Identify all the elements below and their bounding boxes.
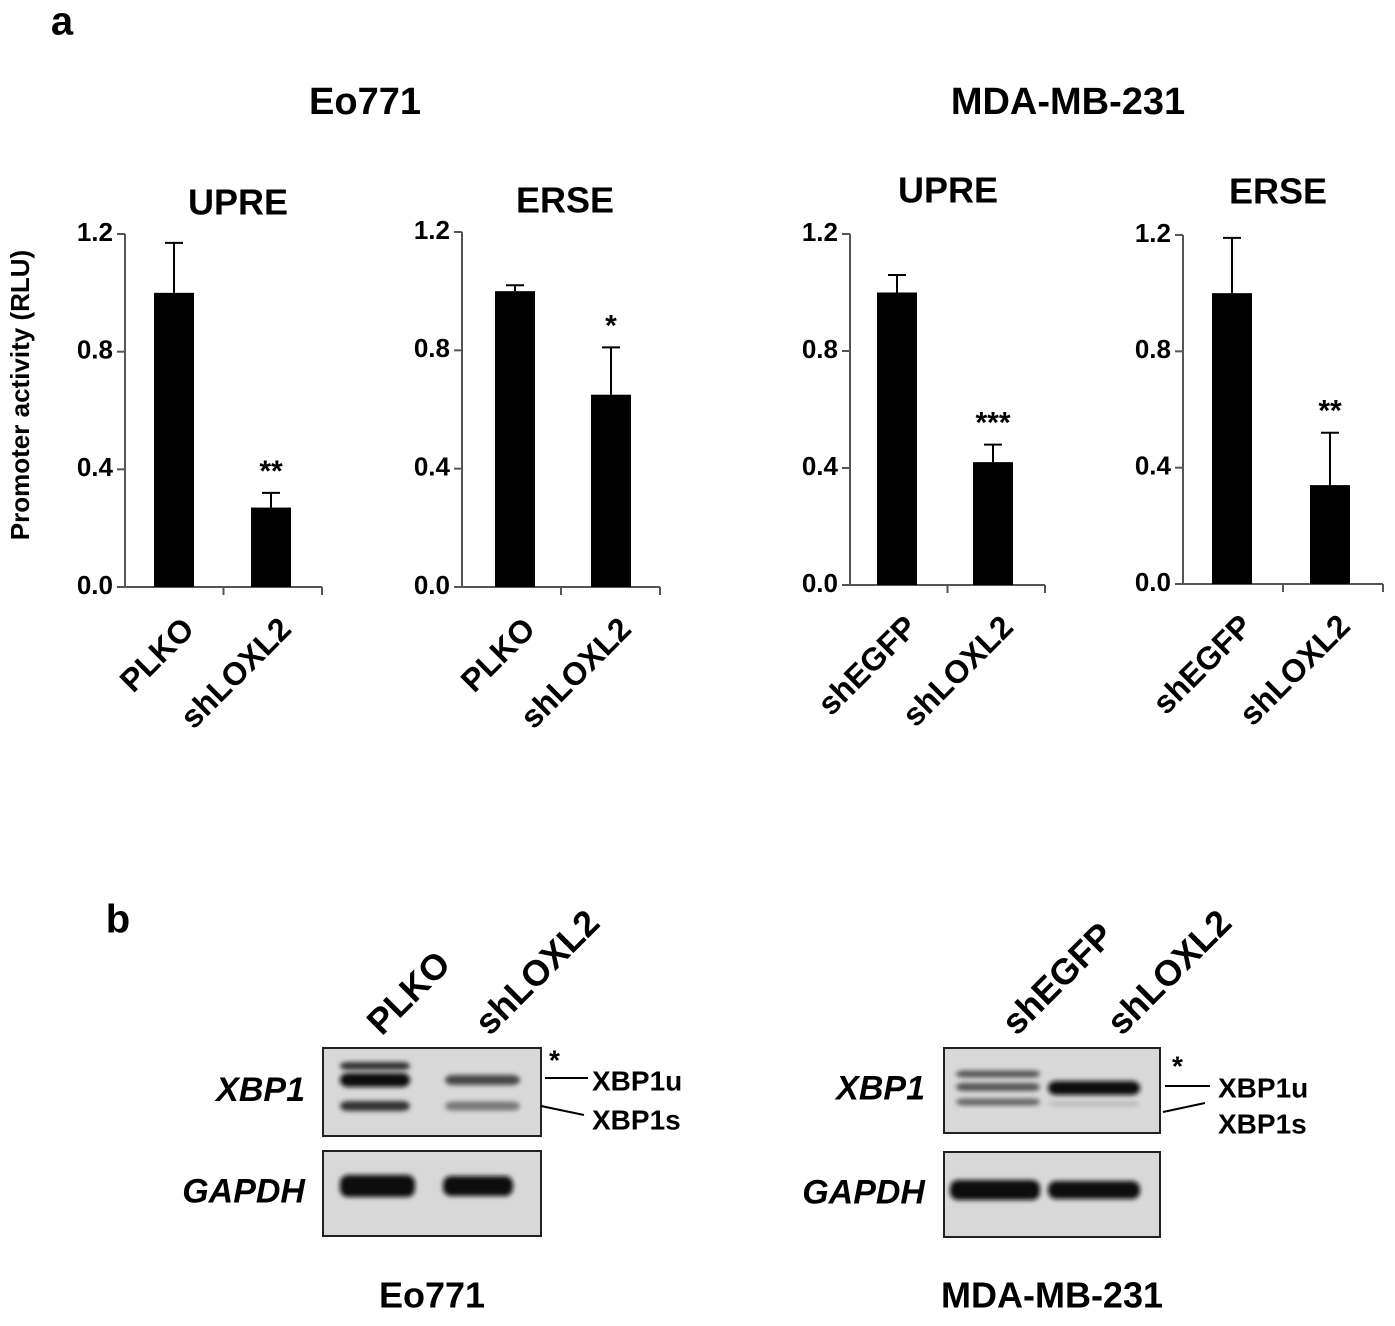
gene-label: GAPDH — [802, 1173, 926, 1211]
cell-line-label: Eo771 — [379, 1275, 485, 1316]
bar — [591, 394, 631, 587]
group-title: Eo771 — [309, 81, 421, 123]
y-tick-label: 0.8 — [414, 333, 450, 363]
chart-title: ERSE — [516, 180, 614, 221]
significance-marker: *** — [975, 407, 1010, 440]
gel-band — [1048, 1101, 1140, 1107]
gene-label: XBP1 — [834, 1069, 925, 1107]
panel-label: b — [106, 898, 130, 942]
significance-marker: * — [605, 309, 617, 342]
y-tick-label: 0.0 — [1135, 567, 1171, 597]
band-marker: * — [549, 1044, 560, 1075]
gel-band — [443, 1176, 513, 1196]
y-tick-label: 0.8 — [77, 335, 113, 365]
y-tick-label: 0.0 — [802, 568, 838, 598]
band-label: XBP1s — [592, 1104, 681, 1135]
x-tick-label: PLKO — [113, 610, 201, 698]
chart-title: UPRE — [188, 182, 288, 223]
lane-label: shEGFP — [993, 914, 1121, 1042]
bar — [1212, 293, 1252, 584]
x-tick-label: PLKO — [454, 610, 542, 698]
chart-title: UPRE — [898, 170, 998, 211]
panel-label: a — [51, 0, 74, 44]
y-tick-label: 0.4 — [414, 452, 451, 482]
bar — [877, 292, 917, 585]
bar — [154, 292, 194, 587]
gene-label: XBP1 — [214, 1071, 305, 1109]
y-tick-label: 1.2 — [77, 217, 113, 247]
band-pointer — [1162, 1102, 1206, 1113]
gel-box — [322, 1047, 542, 1137]
bar — [973, 462, 1013, 585]
gel-band — [445, 1101, 520, 1111]
y-tick-label: 0.4 — [77, 452, 114, 482]
gel-band — [956, 1083, 1040, 1091]
cell-line-label: MDA-MB-231 — [941, 1275, 1163, 1316]
gel-band — [445, 1075, 520, 1085]
bar — [1310, 485, 1350, 584]
y-tick-label: 0.4 — [1135, 451, 1172, 481]
gel-band — [340, 1073, 410, 1087]
y-tick-label: 1.2 — [1135, 218, 1171, 248]
band-marker: * — [1172, 1050, 1183, 1081]
gel-band — [340, 1062, 410, 1070]
gel-band — [956, 1070, 1040, 1078]
group-title: MDA-MB-231 — [951, 81, 1185, 123]
lane-label: shLOXL2 — [1098, 902, 1239, 1043]
significance-marker: ** — [259, 455, 283, 488]
band-label: XBP1u — [592, 1065, 682, 1096]
significance-marker: ** — [1318, 395, 1342, 428]
y-tick-label: 1.2 — [414, 215, 450, 245]
y-axis-label: Promoter activity (RLU) — [5, 250, 35, 540]
y-tick-label: 0.8 — [802, 334, 838, 364]
y-tick-label: 0.0 — [414, 570, 450, 600]
y-tick-label: 0.8 — [1135, 334, 1171, 364]
lane-label: PLKO — [358, 943, 458, 1043]
gel-band — [950, 1180, 1040, 1200]
band-label: XBP1s — [1218, 1108, 1307, 1139]
gel-band — [340, 1175, 415, 1197]
band-pointer — [540, 1105, 585, 1116]
gel-band — [1048, 1081, 1140, 1095]
chart-title: ERSE — [1229, 171, 1327, 212]
lane-label: shLOXL2 — [466, 902, 607, 1043]
gel-band — [1048, 1181, 1140, 1199]
gel-band — [956, 1098, 1040, 1106]
y-tick-label: 0.0 — [77, 570, 113, 600]
band-label: XBP1u — [1218, 1072, 1308, 1103]
gene-label: GAPDH — [182, 1172, 306, 1210]
gel-band — [340, 1101, 410, 1111]
y-tick-label: 1.2 — [802, 217, 838, 247]
bar — [251, 507, 291, 587]
y-tick-label: 0.4 — [802, 451, 839, 481]
bar — [495, 291, 535, 587]
